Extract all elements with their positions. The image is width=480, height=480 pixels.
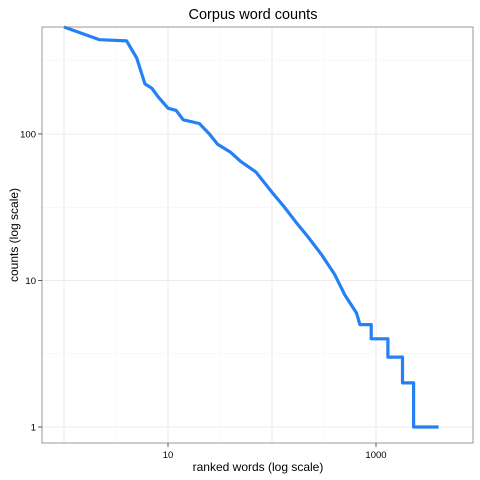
major-gridlines (42, 27, 473, 443)
x-tick-label: 10 (163, 450, 174, 461)
series-line-1 (63, 25, 439, 429)
y-tick-label: 1 (31, 423, 36, 434)
x-axis-ticks: 10 1000 (163, 443, 387, 461)
chart-title: Corpus word counts (189, 7, 318, 23)
minor-gridlines (42, 27, 473, 443)
y-axis-label: counts (log scale) (7, 188, 21, 282)
panel-border (41, 26, 474, 444)
series-layer (63, 25, 439, 429)
x-tick-label: 1000 (365, 450, 386, 461)
y-axis-ticks: 1 10 100 (20, 130, 42, 434)
x-axis-label: ranked words (log scale) (193, 460, 324, 474)
y-tick-label: 10 (25, 276, 36, 287)
y-tick-label: 100 (20, 130, 36, 141)
